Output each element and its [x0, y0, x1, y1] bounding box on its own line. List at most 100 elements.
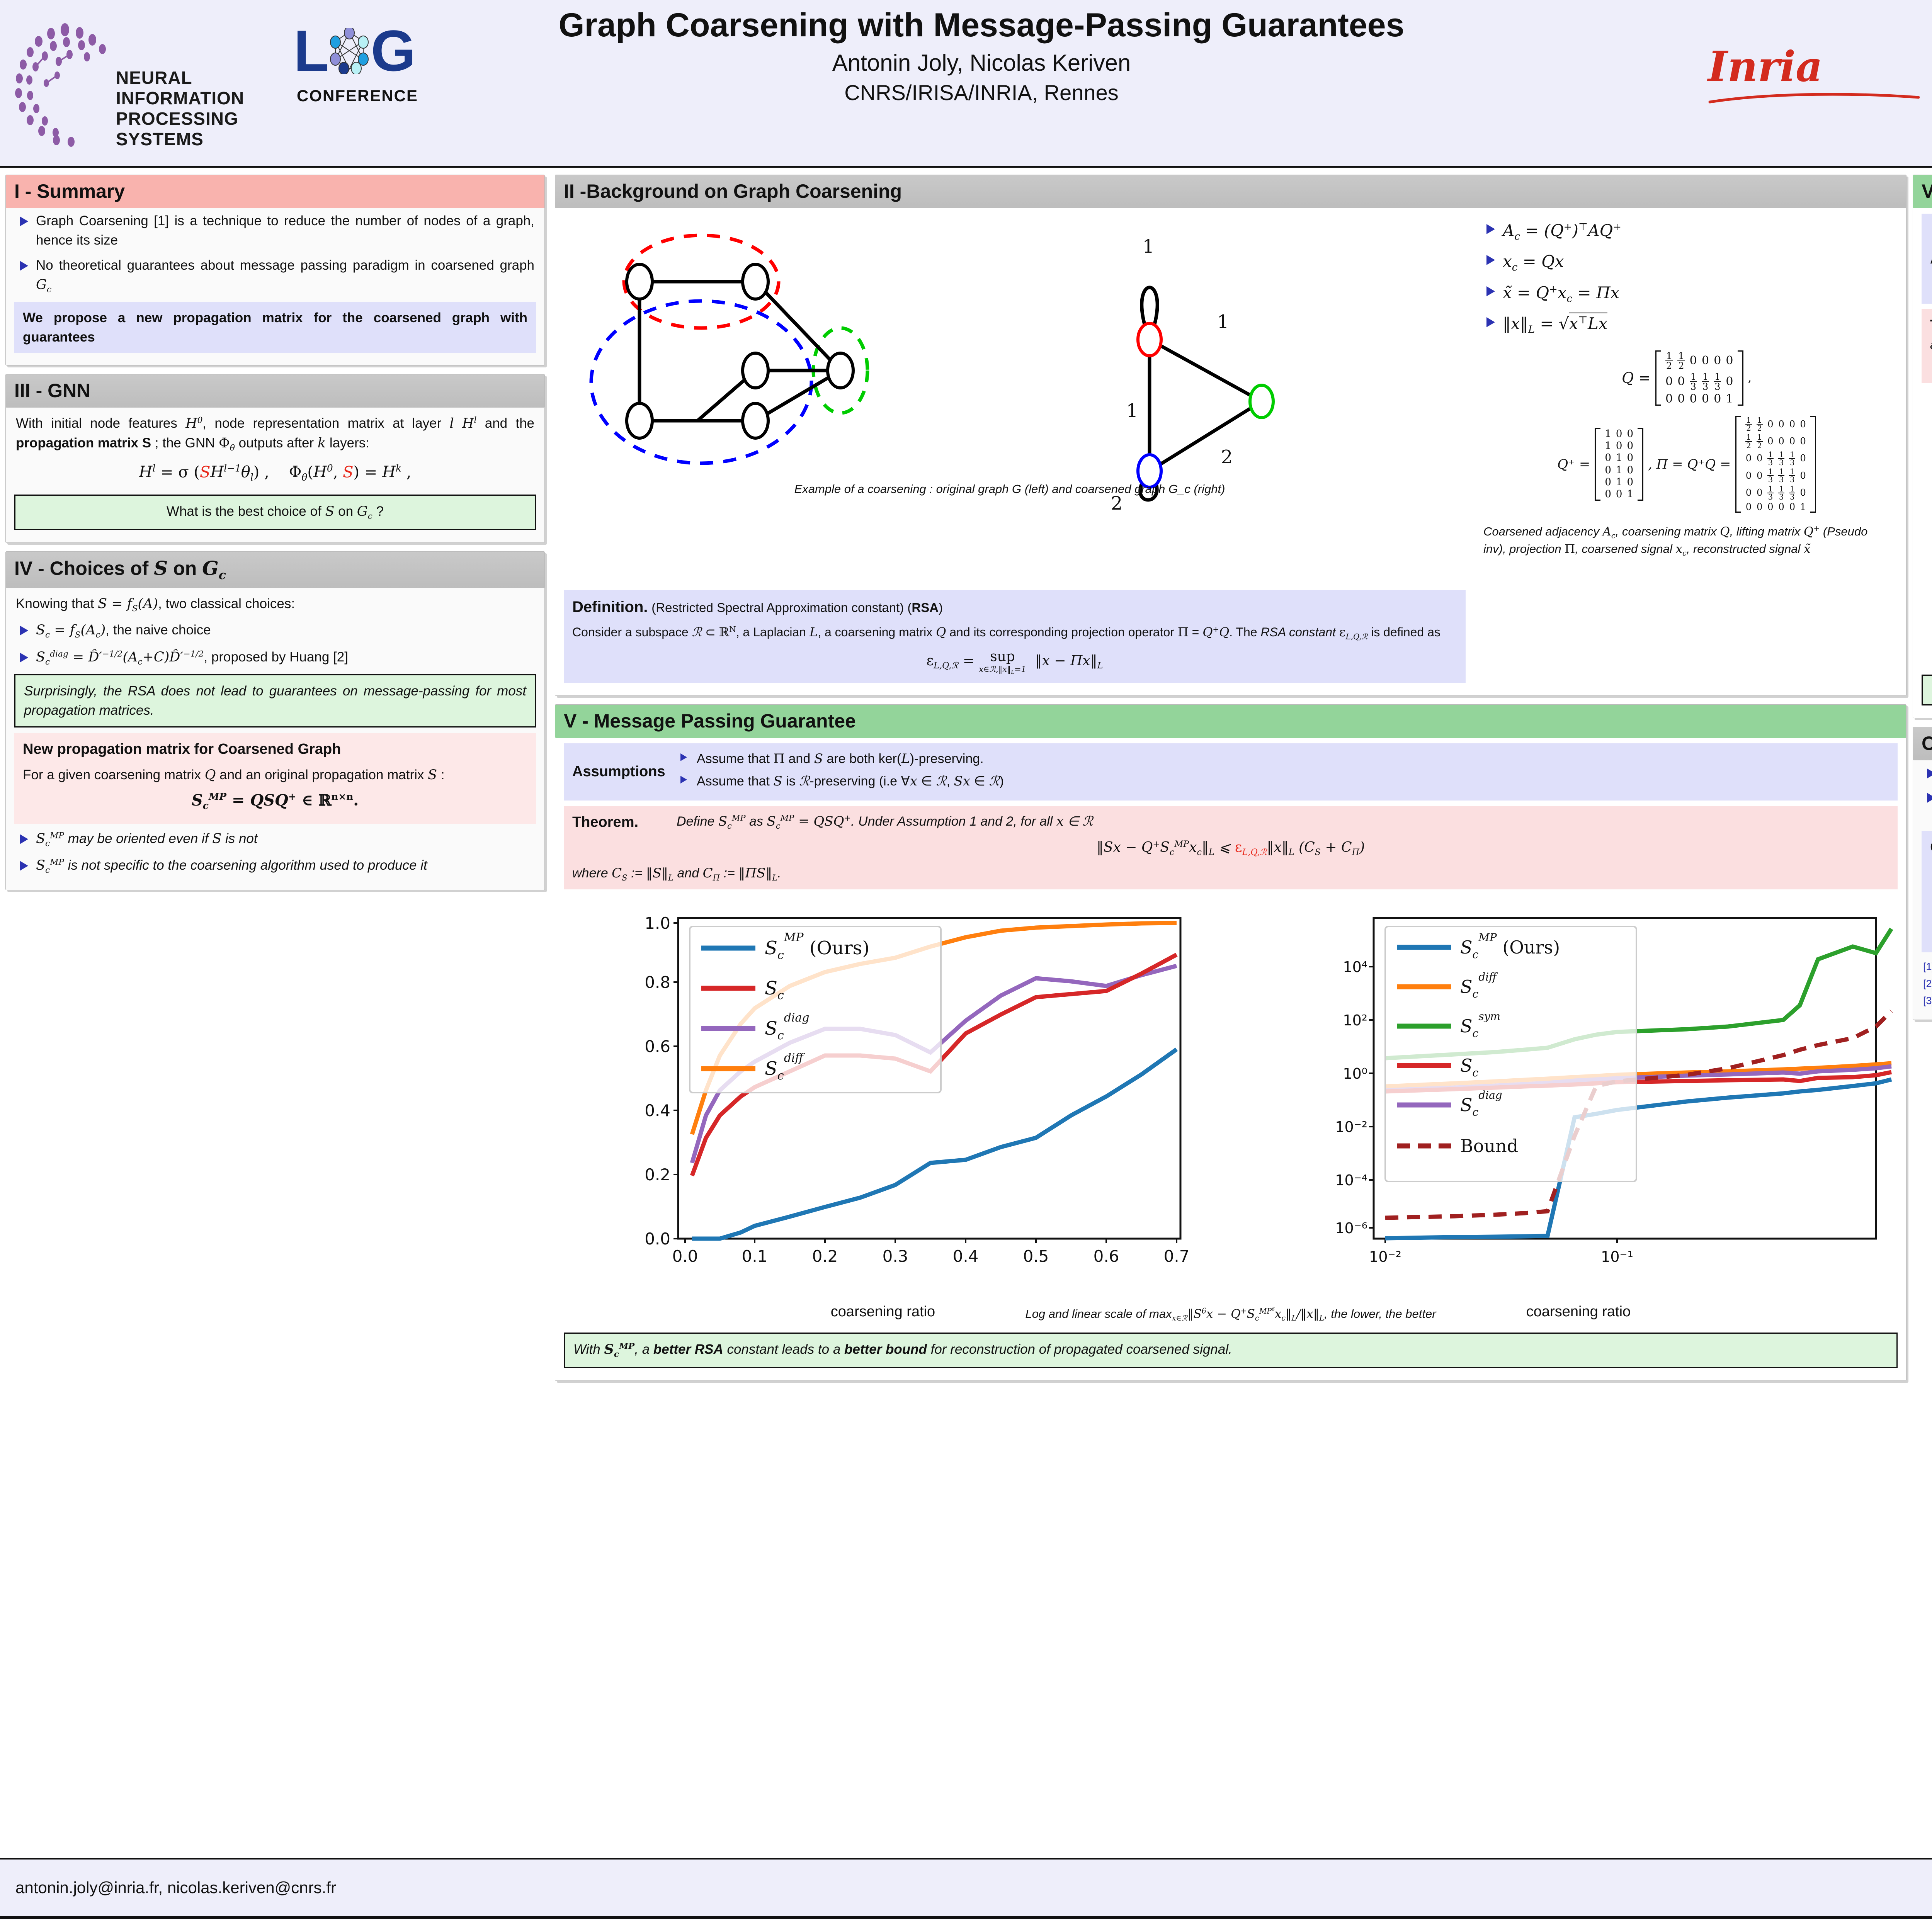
mpg-panel: V - Message Passing Guarantee Assumption…	[555, 704, 1906, 1381]
svg-text:10⁴: 10⁴	[1343, 959, 1367, 976]
definition-body: Consider a subspace ℛ ⊂ ℝN, a Laplacian …	[572, 625, 1440, 641]
definition-title: Definition.	[572, 598, 648, 616]
reference-item: [3] Wu et al. Simplifying Graph Convolut…	[1923, 994, 1932, 1008]
chart-log-svg: 10⁴ 10² 10⁰ 10⁻² 10⁻⁴ 10⁻⁶ 10⁻² 10⁻¹	[1335, 917, 1893, 1265]
svg-text:0.0: 0.0	[672, 1247, 698, 1266]
svg-text:0.7: 0.7	[1164, 1247, 1190, 1266]
choices-bullet-list: Sc = fS(Ac), the naive choice Scdiag = D…	[6, 620, 544, 668]
choices-note-box: Surprisingly, the RSA does not lead to g…	[14, 674, 536, 727]
affiliation: CNRS/IRISA/INRIA, Rennes	[844, 80, 1119, 105]
outlooks-title: Outlooks:	[1930, 837, 1932, 858]
new-matrix-equation: ScMP = QSQ+ ∈ ℝn×n.	[191, 791, 359, 811]
svg-text:10⁻⁶: 10⁻⁶	[1335, 1220, 1367, 1237]
mpg-takeaway-box: With ScMP, a better RSA constant leads t…	[564, 1333, 1898, 1368]
inria-underline-icon	[1708, 93, 1920, 104]
new-matrix-box: New propagation matrix for Coarsened Gra…	[14, 733, 536, 824]
vi-assumptions-box: Assumptions ∃ CJ ∈ ℝ s.t |J(x) − J(x′)| …	[1922, 214, 1932, 304]
svg-text:10⁻⁴: 10⁻⁴	[1335, 1172, 1367, 1189]
list-item: Our new propagation matrix ScMP in Gc is…	[1926, 788, 1932, 825]
log-conference-logo: L G CONFERENCE	[294, 17, 421, 145]
contact-emails: antonin.joly@inria.fr, nicolas.keriven@c…	[15, 1878, 336, 1897]
new-matrix-intro: For a given coarsening matrix Q and an o…	[23, 767, 445, 783]
mpg-takeaway-text: With ScMP, a better RSA constant leads t…	[573, 1341, 1232, 1360]
gnn-equation: Hl = σ (SHl−1θl) , Φθ(H0, S) = Hk ,	[139, 462, 412, 483]
svg-text:10⁻¹: 10⁻¹	[1601, 1248, 1633, 1265]
summary-heading: I - Summary	[6, 175, 544, 208]
list-item: Graph Coarsening [1] is a technique to r…	[19, 211, 534, 250]
mpg-theorem-label: Theorem.	[572, 814, 639, 831]
definition-box: Definition. (Restricted Spectral Approxi…	[564, 590, 1466, 683]
reference-number: [3]	[1923, 994, 1932, 1006]
vi-assumptions-label: Assumptions	[1930, 249, 1932, 269]
svg-text:0.2: 0.2	[812, 1247, 838, 1266]
choices-intro: Knowing that S = fS(A), two classical ch…	[16, 596, 295, 614]
svg-text:1: 1	[1217, 311, 1229, 333]
svg-text:0.5: 0.5	[1023, 1247, 1049, 1266]
middle-column: II -Background on Graph Coarsening	[555, 175, 1906, 1389]
svg-text:10²: 10²	[1343, 1012, 1367, 1029]
background-equations-area: Ac = (Q+)⊤AQ+ xc = Qx x̃ = Q+xc = Πx ‖x‖…	[1478, 216, 1891, 562]
poster-header: NEURAL INFORMATION PROCESSING SYSTEMS L	[0, 0, 1932, 168]
log-graph-icon	[330, 28, 369, 74]
svg-text:1: 1	[1143, 236, 1155, 257]
mpg-assumptions-label: Assumptions	[572, 763, 665, 780]
neurips-line1: NEURAL INFORMATION	[116, 68, 245, 108]
vi-theorem-equation: R(θc) − R(θ★) ⩽ CθεL,Q,ℛ ∑i ‖X:,i‖L	[1930, 355, 1932, 377]
inria-logo: Inria	[1708, 42, 1932, 120]
gnn-coarsening-panel: VI - GNN and Graph Coarsening Assumption…	[1913, 175, 1932, 719]
svg-text:1: 1	[1126, 400, 1138, 422]
choices-note-text: Surprisingly, the RSA does not lead to g…	[24, 683, 526, 718]
svg-text:2: 2	[1221, 446, 1233, 468]
reference-number: [2]	[1923, 977, 1932, 989]
references-list: [1] A. Loukas. Graph reduction with spec…	[1913, 958, 1932, 1013]
background-figure-area: 1 1 1 2 2 Ac = (Q+)⊤AQ+ xc = Qx x̃ = Q+x…	[555, 211, 1906, 562]
matrix-Q-label: Q =	[1621, 369, 1651, 387]
choices-panel: IV - Choices of S on Gc Knowing that S =…	[5, 551, 545, 891]
list-item: xc = Qx	[1486, 250, 1881, 275]
chart-log-xlabel: coarsening ratio	[1526, 1304, 1631, 1320]
gnn-coarsening-heading: VI - GNN and Graph Coarsening	[1913, 175, 1932, 208]
outlooks-box: Outlooks: A new coarsening algorithm foc…	[1922, 831, 1932, 952]
background-figure-caption: Example of a coarsening : original graph…	[794, 482, 1225, 496]
svg-text:0.4: 0.4	[645, 1101, 670, 1120]
conclusion-bullet-list: A coarsening with spectral guarantees do…	[1913, 763, 1932, 825]
matrix-caption: Coarsened adjacency Ac, coarsening matri…	[1483, 524, 1868, 558]
list-item: Assume that Π and S are both ker(L)-pres…	[680, 750, 1879, 768]
definition-header: Definition. (Restricted Spectral Approxi…	[572, 596, 1457, 618]
neurips-logo-text: NEURAL INFORMATION PROCESSING SYSTEMS	[116, 68, 298, 150]
left-column: I - Summary Graph Coarsening [1] is a te…	[5, 175, 545, 899]
background-heading: II -Background on Graph Coarsening	[555, 175, 1906, 208]
definition-subtitle: (Restricted Spectral Approximation const…	[651, 600, 943, 615]
right-column: VI - GNN and Graph Coarsening Assumption…	[1913, 175, 1932, 1028]
chart-linear: 0.0 0.2 0.4 0.6 0.8 1.0 0.0 0.1 0.2 0.3	[562, 899, 1204, 1320]
matrix-Qplus-label: Q⁺ =	[1557, 456, 1590, 472]
neurips-line2: PROCESSING SYSTEMS	[116, 108, 238, 149]
svg-text:10⁻²: 10⁻²	[1369, 1248, 1401, 1265]
mpg-theorem-where: where CS := ‖S‖L and CΠ := ‖ΠS‖L.	[572, 865, 781, 882]
list-item: ‖x‖L = √x⊤Lx	[1486, 312, 1881, 337]
svg-text:0.6: 0.6	[1094, 1247, 1119, 1266]
mpg-theorem-box: Theorem. Define ScMP as ScMP = QSQ+. Und…	[564, 806, 1898, 890]
svg-text:0.1: 0.1	[742, 1247, 768, 1266]
background-equation-list: Ac = (Q+)⊤AQ+ xc = Qx x̃ = Q+xc = Πx ‖x‖…	[1482, 219, 1891, 337]
svg-text:2: 2	[1111, 493, 1123, 514]
list-item: ScMP is not specific to the coarsening a…	[19, 856, 534, 877]
new-matrix-bullets: ScMP may be oriented even if S is not Sc…	[6, 829, 544, 877]
reference-number: [1]	[1923, 960, 1932, 972]
chart-linear-xlabel: coarsening ratio	[830, 1304, 935, 1320]
summary-panel: I - Summary Graph Coarsening [1] is a te…	[5, 175, 545, 366]
list-item: Sc = fS(Ac), the naive choice	[19, 620, 534, 641]
outlooks-list: A new coarsening algorithm focus on the …	[1930, 861, 1932, 940]
svg-text:0.4: 0.4	[953, 1247, 979, 1266]
vi-note-box: For now, σ ℛ-preserving only for σ = id,…	[1922, 674, 1932, 706]
log-letter-g: G	[371, 18, 416, 83]
svg-text:10⁰: 10⁰	[1343, 1065, 1367, 1082]
reference-item: [2] Z. Huang et al. Scaling up Graph Neu…	[1923, 977, 1932, 991]
summary-highlight-box: We propose a new propagation matrix for …	[14, 302, 536, 353]
conclusion-panel: Conclusion and outlooks A coarsening wit…	[1913, 727, 1932, 1020]
